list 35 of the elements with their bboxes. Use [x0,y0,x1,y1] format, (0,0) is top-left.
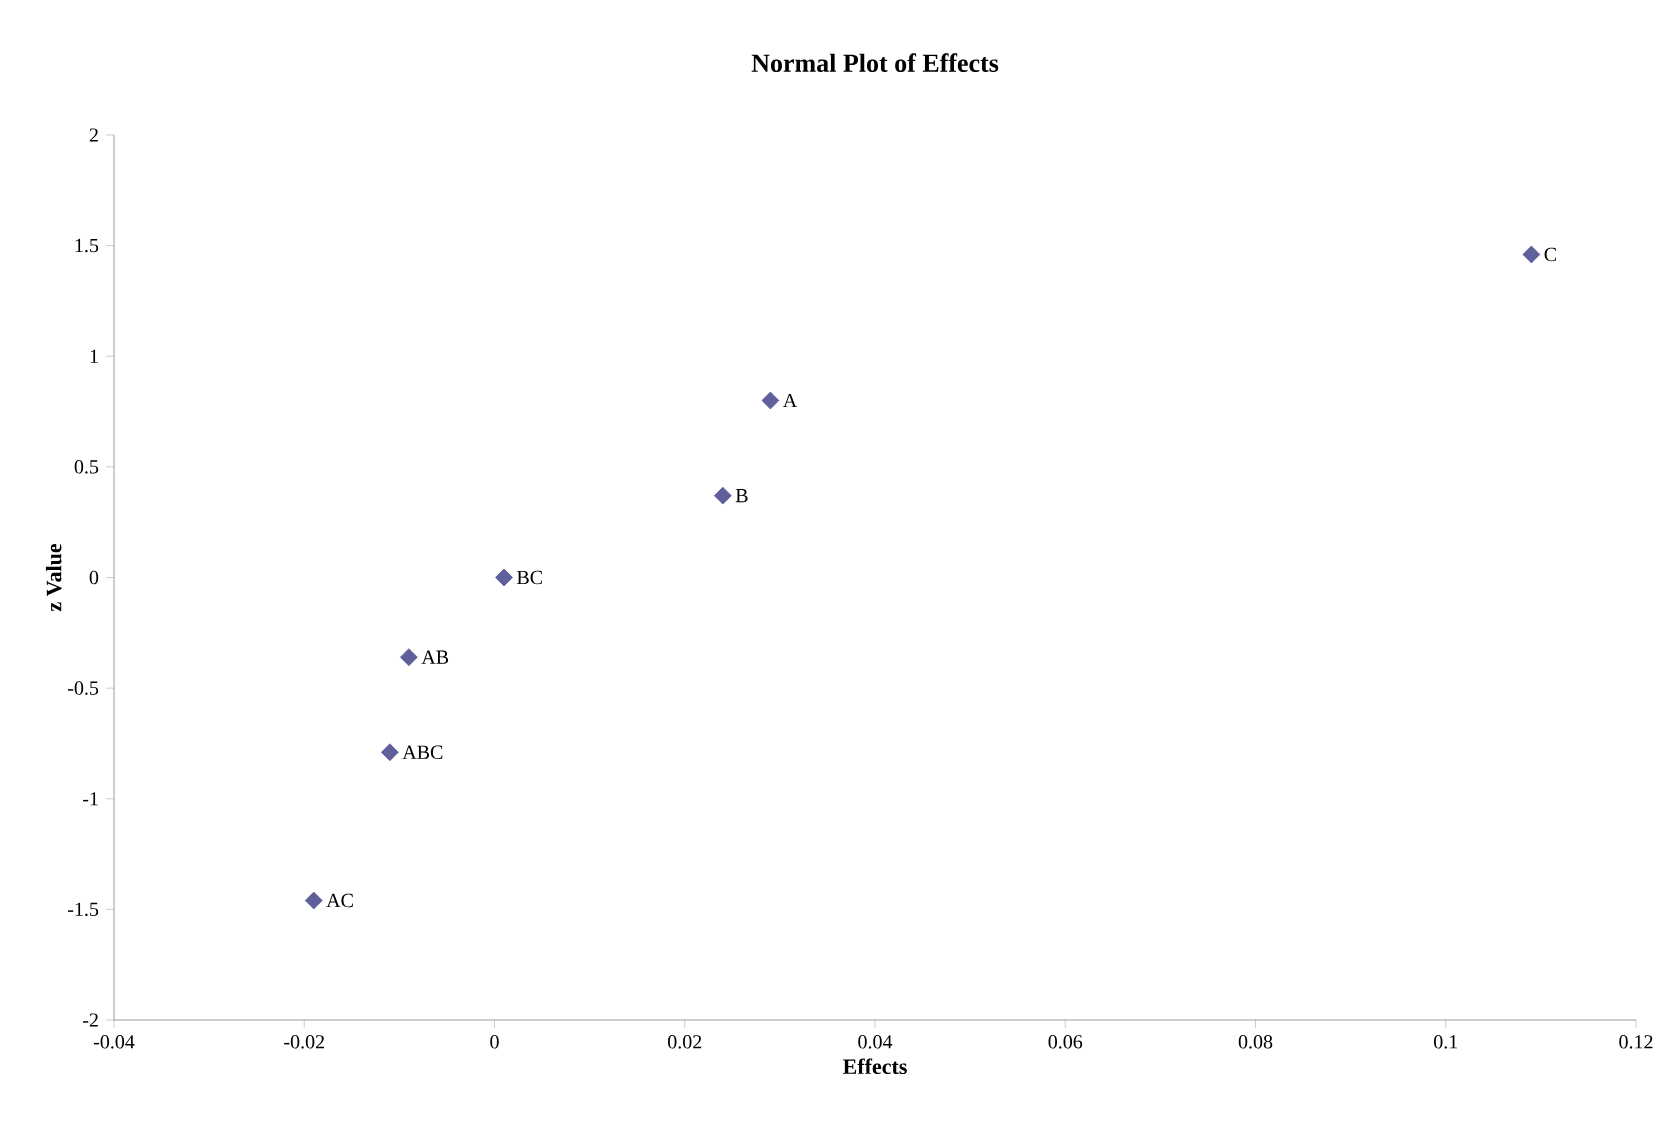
annotation: C [1544,247,1557,262]
y-axis-title: z Value [45,543,62,612]
point [495,568,513,587]
chart-title: Normal Plot of Effects [751,53,999,72]
point [304,891,323,910]
x-axis-title: Effects [843,1058,907,1075]
x-tick-label: 0.04 [858,1035,893,1049]
annotation: B [735,489,748,503]
y-tick-label: 2 [89,128,98,142]
point [713,486,732,505]
point [380,743,399,762]
x-tick-label: 0.1 [1434,1035,1458,1049]
x-tick-label: 0.08 [1238,1035,1273,1049]
point [761,391,780,410]
y-tick-label: -0.5 [68,681,99,695]
y-tick-label: -2 [83,1013,98,1027]
point [400,648,418,667]
annotation: ABC [402,745,443,759]
y-tick-label: -1.5 [68,902,99,917]
x-tick-label: 0.02 [668,1035,702,1049]
y-tick-label: 0 [89,570,99,585]
y-tick-label: 1.5 [75,238,99,253]
x-tick-label: -0.04 [93,1035,135,1049]
annotation: BC [516,570,542,585]
x-tick-label: 0 [490,1035,499,1049]
y-tick-label: 0.5 [74,460,99,474]
x-tick-label: 0.12 [1619,1035,1653,1049]
point [1522,245,1541,264]
x-tick-label: 0.06 [1048,1035,1083,1049]
y-tick-label: 1 [90,349,98,363]
annotation: AC [326,893,353,908]
y-tick-label: -1 [83,792,98,806]
annotation: A [782,393,798,408]
annotation: AB [421,650,449,664]
x-tick-label: -0.02 [284,1035,324,1049]
